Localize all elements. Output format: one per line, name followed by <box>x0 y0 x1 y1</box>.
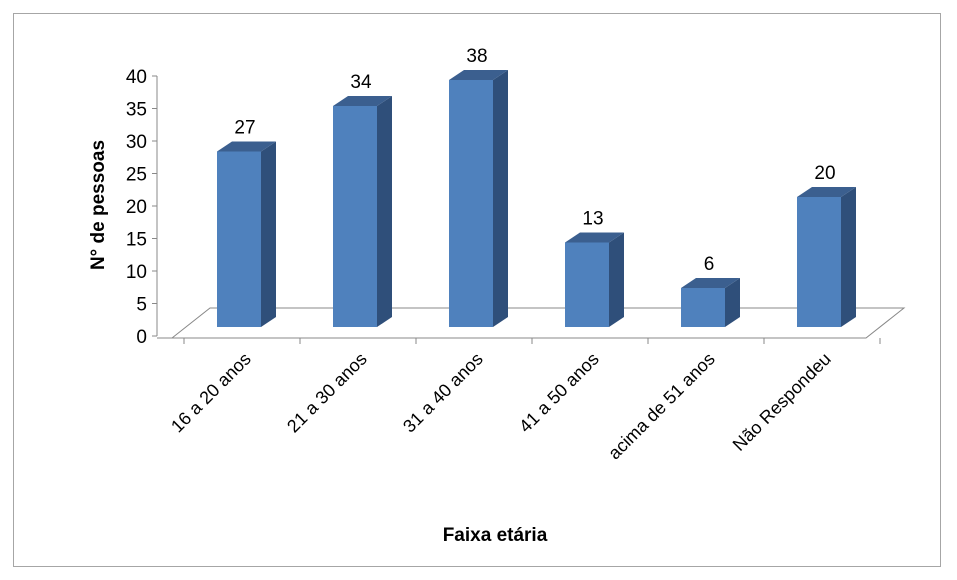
category-label: 31 a 40 anos <box>399 349 487 437</box>
data-label: 6 <box>704 254 715 275</box>
y-tick-label: 15 <box>126 230 147 251</box>
bar-top <box>217 141 276 152</box>
y-tick-label: 10 <box>126 262 147 283</box>
y-tick-label: 40 <box>126 67 147 88</box>
bar-front <box>217 151 261 327</box>
bar-top <box>333 96 392 106</box>
data-label: 27 <box>234 118 255 139</box>
chart-floor <box>157 307 906 344</box>
bars <box>217 70 856 327</box>
data-label: 38 <box>466 46 487 67</box>
bar-side <box>377 96 392 327</box>
bar-front <box>565 242 609 327</box>
bar <box>217 141 276 327</box>
bar <box>797 187 856 327</box>
bar-front <box>681 288 725 327</box>
bar-front <box>449 80 493 327</box>
category-label: 41 a 50 anos <box>515 349 603 437</box>
bar-side <box>841 187 856 327</box>
floor-plane <box>170 307 906 339</box>
category-label: Não Respondeu <box>729 349 835 455</box>
y-tick-label: 20 <box>126 197 147 218</box>
bar-front <box>797 197 841 327</box>
bar <box>333 96 392 327</box>
category-labels: 16 a 20 anos 21 a 30 anos 31 a 40 anos 41 a… <box>167 349 835 464</box>
bar <box>565 232 624 327</box>
y-tick-label: 25 <box>126 165 147 186</box>
bar-top <box>565 232 624 243</box>
bar-side <box>725 278 740 327</box>
bar-top <box>449 70 508 80</box>
y-tick-label: 30 <box>126 132 147 153</box>
bar <box>681 278 740 327</box>
category-label: acima de 51 anos <box>604 349 719 464</box>
data-label: 34 <box>350 72 372 93</box>
bar-top <box>681 278 740 288</box>
y-tick-label: 5 <box>136 295 147 316</box>
data-labels: 27 34 38 13 6 20 <box>234 46 835 275</box>
y-axis: 0 5 10 15 20 25 30 35 40 <box>126 67 158 348</box>
bar-side <box>609 232 624 327</box>
data-label: 13 <box>582 209 603 230</box>
y-axis-title: N° de pessoas <box>88 140 109 270</box>
y-tick-label: 0 <box>136 327 147 348</box>
category-label: 21 a 30 anos <box>283 349 371 437</box>
bar-top <box>797 187 856 197</box>
category-label: 16 a 20 anos <box>167 349 255 437</box>
data-label: 20 <box>814 163 835 184</box>
y-tick-label: 35 <box>126 100 147 121</box>
bar <box>449 70 508 327</box>
bar-side <box>261 141 276 327</box>
x-axis-title: Faixa etária <box>443 525 548 546</box>
bar-side <box>493 70 508 327</box>
bar-front <box>333 106 377 327</box>
